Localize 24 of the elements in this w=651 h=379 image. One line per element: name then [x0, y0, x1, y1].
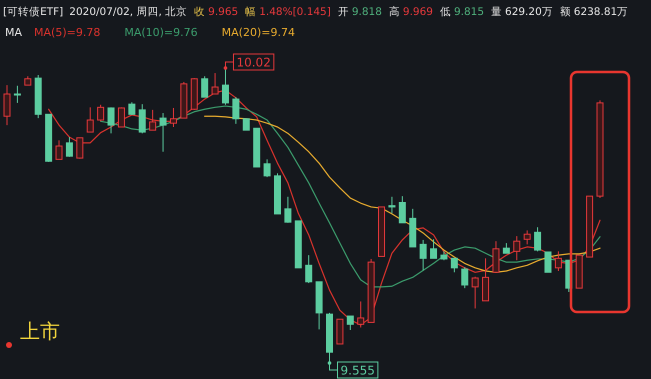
- text: MA(10)=9.76: [124, 26, 198, 39]
- text: 高: [388, 5, 400, 18]
- annotation: 10.02: [236, 56, 271, 70]
- text: 9.815: [454, 6, 484, 18]
- text: MA(5)=9.78: [34, 26, 100, 39]
- text: 开: [338, 6, 349, 18]
- text: 9.965: [208, 6, 238, 18]
- text: 9.818: [352, 6, 382, 18]
- text: 额: [560, 5, 571, 18]
- callout: 10.02: [224, 54, 274, 70]
- text: 9.969: [402, 6, 433, 18]
- text: 629.20万: [505, 6, 553, 18]
- text: 低: [440, 6, 451, 18]
- text: 6238.81万: [574, 6, 628, 18]
- chart-subtitle: 2020/07/02, 周四, 北京: [69, 5, 188, 18]
- text: 1.48%[0.145]: [259, 6, 331, 18]
- callout: 9.555: [328, 361, 378, 378]
- annotation: 上市: [20, 319, 60, 343]
- legend-title: MA: [5, 26, 22, 39]
- text: MA(20)=9.74: [222, 26, 295, 39]
- text: 量: [491, 6, 502, 18]
- chart-title: [可转债ETF]: [3, 6, 64, 18]
- text: 收: [194, 6, 206, 18]
- text: 幅: [245, 6, 256, 18]
